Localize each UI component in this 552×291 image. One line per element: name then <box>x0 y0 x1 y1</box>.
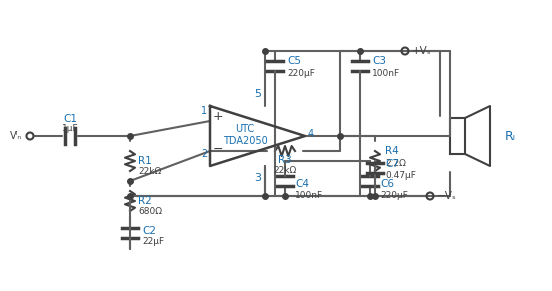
Text: C1: C1 <box>63 114 77 124</box>
Text: 220μF: 220μF <box>287 68 315 77</box>
Text: C7: C7 <box>385 159 399 169</box>
Text: +: + <box>213 109 224 123</box>
Text: Rₗ: Rₗ <box>505 129 516 143</box>
Text: C2: C2 <box>142 226 156 236</box>
Text: −: − <box>213 143 223 155</box>
Text: 22kΩ: 22kΩ <box>273 166 296 175</box>
Text: 100nF: 100nF <box>372 68 400 77</box>
Text: 1μF: 1μF <box>62 124 78 133</box>
Text: C3: C3 <box>372 56 386 66</box>
Text: 5: 5 <box>254 89 262 99</box>
Text: 4: 4 <box>308 129 314 139</box>
Text: 2.2Ω: 2.2Ω <box>385 159 406 168</box>
Text: 22kΩ: 22kΩ <box>138 166 161 175</box>
Text: R2: R2 <box>138 196 152 206</box>
Text: 3: 3 <box>254 173 262 183</box>
Text: 220μF: 220μF <box>380 191 408 200</box>
Text: R1: R1 <box>138 156 152 166</box>
Text: 680Ω: 680Ω <box>138 207 162 216</box>
Text: 1: 1 <box>201 106 207 116</box>
Text: UTC: UTC <box>236 124 254 134</box>
Text: Vᴵₙ: Vᴵₙ <box>10 131 22 141</box>
Text: +Vₛ: +Vₛ <box>412 46 432 56</box>
Text: −Vₛ: −Vₛ <box>437 191 457 201</box>
Text: TDA2050: TDA2050 <box>222 136 267 146</box>
Text: 0.47μF: 0.47μF <box>385 171 416 180</box>
Text: R3: R3 <box>278 155 292 165</box>
Text: 22μF: 22μF <box>142 237 164 246</box>
Text: C6: C6 <box>380 179 394 189</box>
Text: C4: C4 <box>295 179 309 189</box>
Text: 100nF: 100nF <box>295 191 323 200</box>
Text: R4: R4 <box>385 146 399 156</box>
Text: 2: 2 <box>201 149 207 159</box>
Text: C5: C5 <box>287 56 301 66</box>
